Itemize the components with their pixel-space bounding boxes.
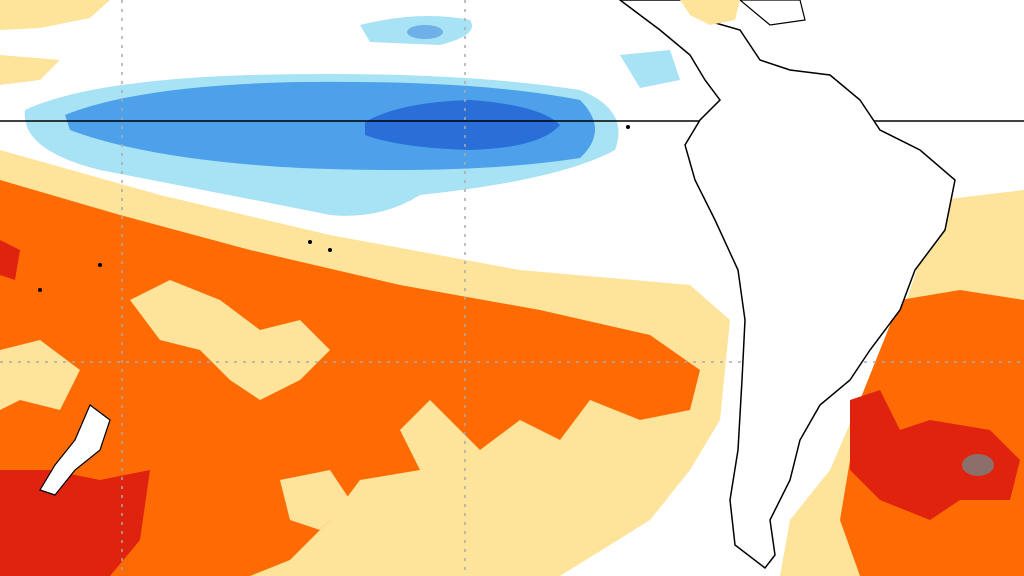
warm-anomaly-light xyxy=(0,0,110,30)
warm-anomaly-medium xyxy=(0,180,700,576)
south-america xyxy=(618,0,956,570)
island xyxy=(328,248,332,252)
warm-anomaly-strong xyxy=(850,390,1020,520)
caribbean-land xyxy=(739,0,806,26)
warm-anomaly-light xyxy=(0,55,60,85)
island xyxy=(98,263,102,267)
island xyxy=(308,240,312,244)
warm-anomaly-light xyxy=(0,340,80,410)
island xyxy=(626,125,630,129)
warm-anomaly-extreme xyxy=(962,454,994,476)
cold-anomaly-strong xyxy=(365,100,560,150)
new-zealand xyxy=(39,404,111,496)
warm-anomaly-light xyxy=(680,0,740,25)
warm-anomaly-light xyxy=(280,470,350,530)
warm-anomaly-strong xyxy=(0,470,150,576)
warm-anomaly-strong xyxy=(0,240,20,280)
cold-anomaly-medium xyxy=(407,25,443,39)
warm-anomaly-light xyxy=(130,280,330,400)
island xyxy=(38,288,42,292)
cold-anomaly-light xyxy=(620,50,680,88)
